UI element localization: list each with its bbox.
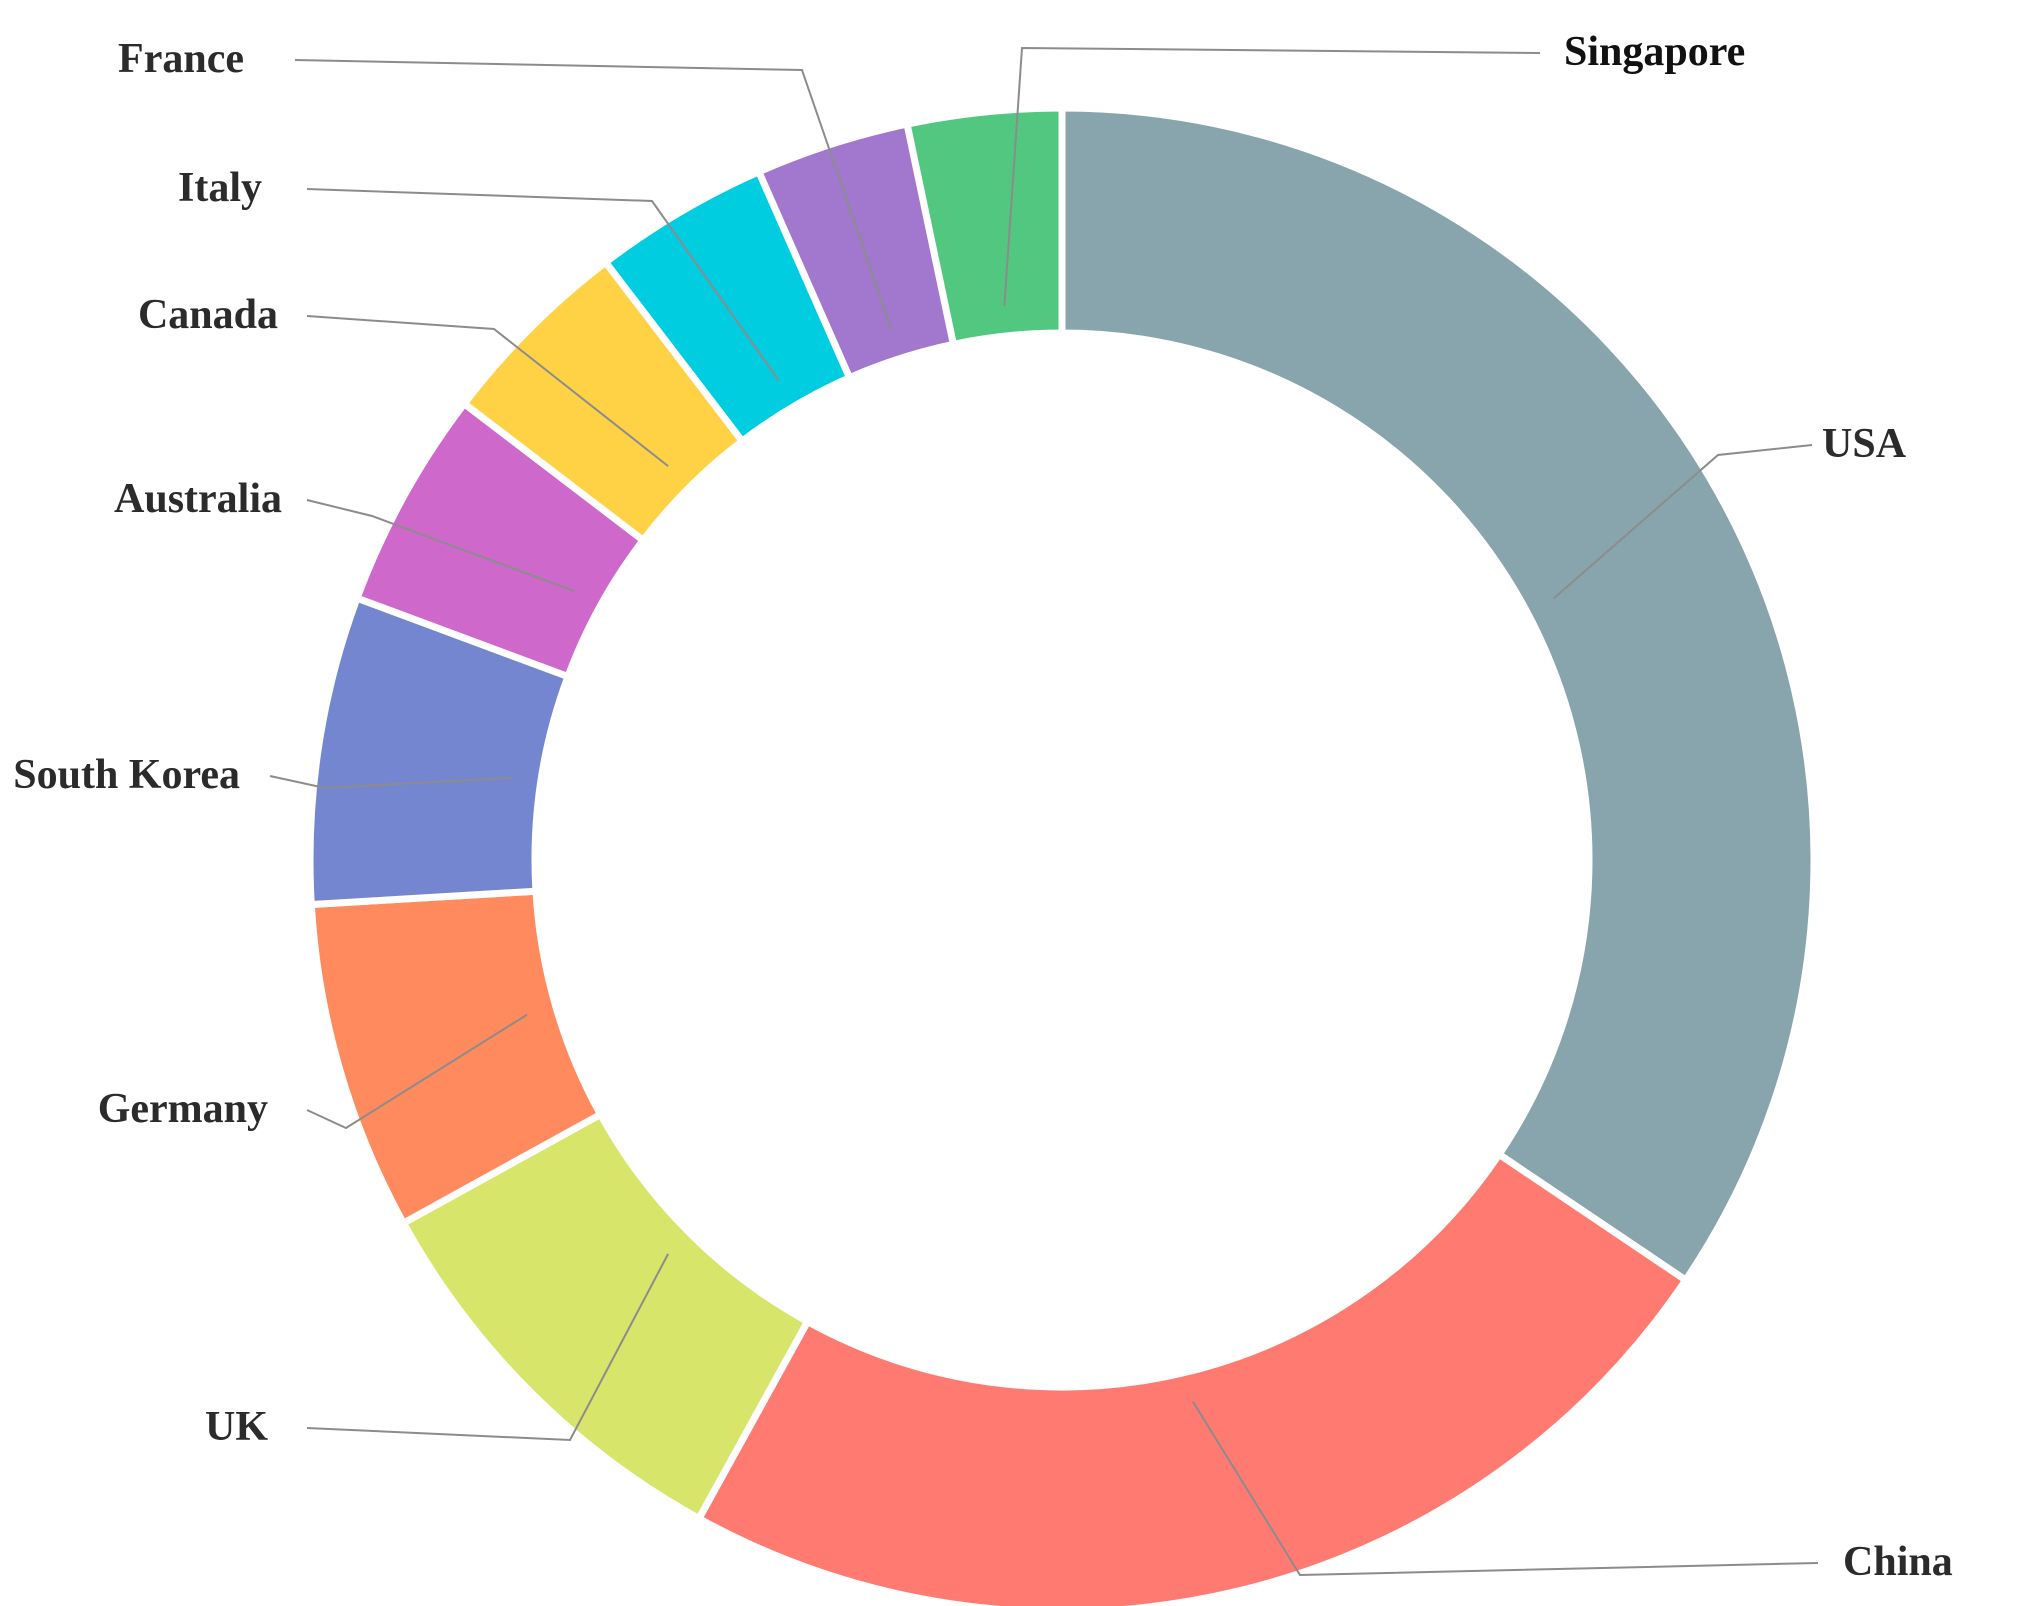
- leader-south-korea: [269, 775, 512, 790]
- slice-china: [694, 1149, 1691, 1606]
- slice-singapore: [902, 104, 1066, 349]
- donut-slices: [306, 104, 1818, 1606]
- label-china: China: [1843, 1539, 1953, 1585]
- leader-uk: [306, 1253, 670, 1442]
- leader-italy: [306, 188, 780, 381]
- label-australia: Australia: [114, 476, 282, 522]
- leader-france: [294, 59, 893, 331]
- leader-china: [1191, 1400, 1819, 1577]
- slice-labels: USA China UK Germany South Korea Australia Can…: [13, 29, 1952, 1585]
- leader-australia: [306, 499, 575, 593]
- label-germany: Germany: [98, 1086, 268, 1132]
- slice-usa: [1058, 104, 1818, 1285]
- label-uk: UK: [205, 1404, 268, 1450]
- leader-canada: [306, 315, 669, 467]
- leader-germany: [306, 1013, 528, 1130]
- label-france: France: [118, 36, 244, 82]
- label-usa: USA: [1822, 421, 1907, 467]
- label-italy: Italy: [178, 165, 262, 211]
- leader-lines: [269, 46, 1819, 1577]
- leader-usa: [1553, 444, 1813, 600]
- leader-singapore: [1003, 46, 1541, 307]
- label-south-korea: South Korea: [13, 752, 240, 798]
- label-canada: Canada: [138, 292, 278, 338]
- label-singapore: Singapore: [1564, 29, 1745, 75]
